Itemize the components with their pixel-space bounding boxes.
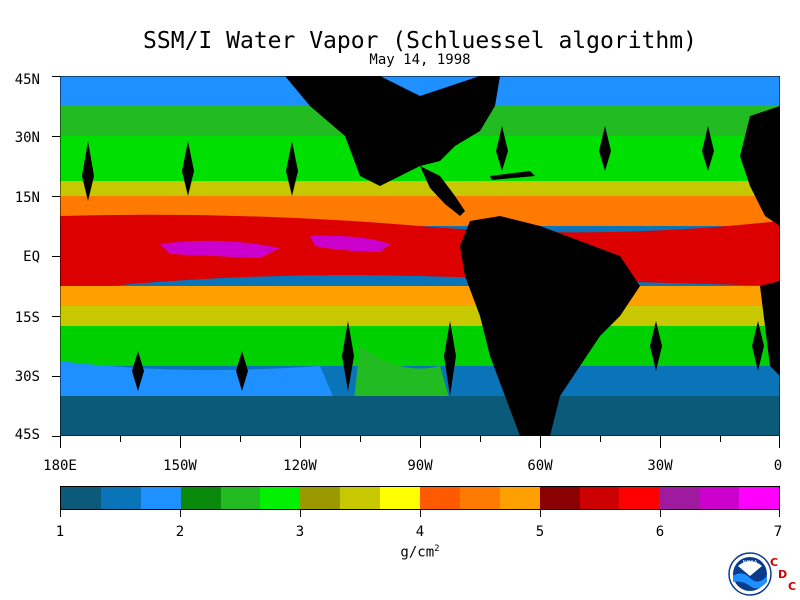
chart-title: SSM/I Water Vapor (Schluessel algorithm) [143, 28, 697, 54]
colorbar-swatch-6 [260, 487, 301, 509]
lon-label-30w: 30W [647, 458, 673, 474]
lon-label-150w: 150W [163, 458, 197, 474]
colorbar-swatch-9 [380, 487, 421, 509]
south-america-land [460, 216, 640, 436]
colorbar-swatch-14 [579, 487, 620, 509]
cdc-letter-2: D [778, 568, 788, 581]
lat-label-30n: 30N [14, 130, 40, 146]
cdc-letter-1: C [770, 556, 779, 569]
caribbean-islands [490, 171, 535, 180]
colorbar-label-7: 7 [773, 524, 783, 540]
colorbar-swatch-17 [699, 487, 740, 509]
lat-label-45n: 45N [14, 72, 40, 88]
colorbar-swatch-18 [739, 487, 780, 509]
colorbar-label-1: 1 [55, 524, 65, 540]
itcz-magenta-patch-1 [160, 240, 280, 258]
lat-label-15n: 15N [14, 190, 40, 206]
lon-label-90w: 90W [407, 458, 433, 474]
colorbar-swatch-5 [220, 487, 261, 509]
lon-label-120w: 120W [283, 458, 317, 474]
colorbar-units: g/cm2 [400, 544, 439, 561]
colorbar-swatch-16 [659, 487, 700, 509]
colorbar-swatch-3 [140, 487, 181, 509]
colorbar-ticks [60, 510, 780, 518]
colorbar-swatch-10 [420, 487, 460, 509]
colorbar-label-6: 6 [655, 524, 665, 540]
south-green-band [60, 326, 780, 366]
colorbar [60, 486, 780, 510]
colorbar-swatch-2 [100, 487, 141, 509]
noaa-logo-text: NOAA [743, 560, 758, 566]
colorbar-swatch-7 [300, 487, 341, 509]
north-america-land [285, 76, 500, 186]
colorbar-swatch-4 [180, 487, 221, 509]
west-africa-land [740, 106, 780, 226]
chart-date: May 14, 1998 [369, 52, 471, 68]
colorbar-swatch-12 [499, 487, 540, 509]
lon-label-0: 0 [773, 458, 783, 474]
lat-label-eq: EQ [23, 249, 40, 265]
colorbar-swatch-11 [459, 487, 500, 509]
colorbar-swatch-1 [61, 487, 101, 509]
south-atlantic-dark [490, 396, 780, 436]
lat-label-45s: 45S [14, 427, 40, 443]
units-exponent: 2 [434, 544, 440, 554]
colorbar-label-5: 5 [535, 524, 545, 540]
lat-label-15s: 15S [14, 310, 40, 326]
water-vapor-map [60, 76, 780, 436]
south-africa-edge [760, 281, 780, 376]
colorbar-label-3: 3 [295, 524, 305, 540]
colorbar-swatch-15 [619, 487, 660, 509]
swath-gaps [82, 126, 764, 396]
colorbar-label-4: 4 [415, 524, 425, 540]
colorbar-swatch-13 [539, 487, 580, 509]
lon-ticks [60, 436, 780, 448]
colorbar-label-2: 2 [175, 524, 185, 540]
lon-label-180e: 180E [43, 458, 77, 474]
colorbar-swatch-8 [340, 487, 381, 509]
lat-label-30s: 30S [14, 369, 40, 385]
lat-ticks [52, 76, 60, 437]
lon-label-60w: 60W [527, 458, 553, 474]
central-america-land [420, 166, 465, 216]
units-base: g/cm [400, 544, 435, 561]
cdc-letter-3: C [788, 580, 797, 593]
noaa-logo-icon: NOAA [728, 552, 772, 596]
itcz-magenta-patch-2 [310, 235, 390, 252]
